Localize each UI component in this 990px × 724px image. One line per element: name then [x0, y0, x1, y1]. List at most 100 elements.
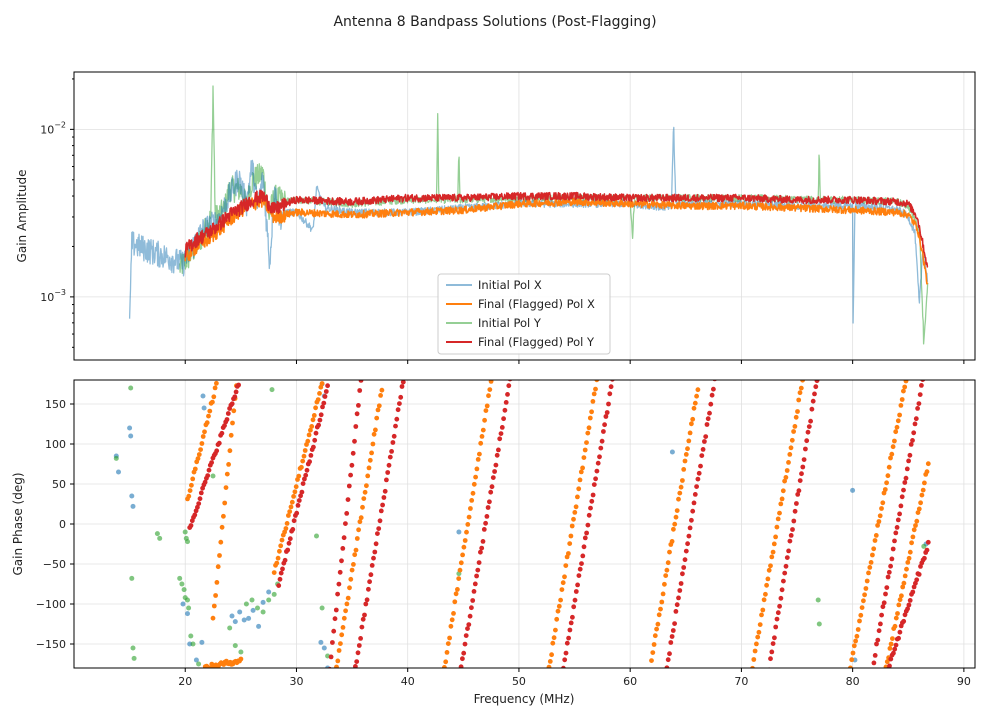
phase-point — [854, 633, 860, 639]
phase-point — [484, 403, 490, 409]
phase-point — [349, 567, 355, 573]
phase-point — [479, 545, 485, 551]
phase-point — [890, 546, 896, 552]
phase-point — [271, 570, 277, 575]
phase-point — [210, 473, 216, 479]
phase-point — [380, 502, 385, 508]
phase-point — [914, 518, 920, 524]
phase-point — [925, 539, 931, 545]
phase-point — [466, 514, 472, 520]
phase-point — [867, 565, 873, 570]
phase-point — [796, 488, 802, 494]
phase-point — [332, 616, 338, 622]
phase-point — [193, 657, 199, 663]
phase-point — [602, 422, 607, 428]
phase-point — [260, 609, 266, 615]
phase-point — [792, 424, 798, 429]
phase-point — [709, 392, 715, 398]
phase-point — [285, 547, 291, 553]
phase-point — [806, 424, 812, 429]
phase-point — [187, 488, 193, 493]
phase-point — [576, 486, 582, 492]
phase-point — [913, 523, 918, 528]
phase-point — [300, 481, 306, 486]
phase-point — [299, 489, 305, 495]
phase-point — [564, 640, 570, 646]
phase-point — [777, 510, 782, 516]
phase-point — [113, 455, 119, 461]
phase-point — [343, 608, 348, 614]
phase-point — [783, 475, 789, 480]
phase-point — [789, 437, 795, 443]
phase-point — [359, 624, 365, 630]
phase-point — [483, 520, 488, 526]
phase-point — [559, 587, 565, 592]
phase-point — [243, 601, 249, 607]
phase-point — [478, 440, 484, 446]
phase-point — [453, 591, 459, 597]
phase-point — [691, 405, 697, 411]
phase-point — [465, 626, 470, 631]
phase-point — [575, 494, 580, 500]
phase-point — [346, 483, 352, 489]
phase-point — [871, 660, 877, 666]
phase-point — [131, 655, 137, 661]
phase-point — [579, 561, 584, 566]
phase-point — [911, 584, 917, 590]
phase-x-ticks: 20 30 40 50 60 70 80 90 — [178, 668, 971, 688]
phase-point — [505, 392, 510, 397]
phase-point — [868, 560, 874, 565]
phase-point — [895, 418, 901, 424]
phase-point — [202, 429, 207, 435]
phase-point — [665, 560, 671, 566]
phase-point — [188, 633, 194, 639]
phase-point — [774, 524, 780, 530]
phase-point — [204, 420, 210, 426]
phase-point — [585, 522, 591, 528]
phase-point — [192, 512, 198, 518]
phase-point — [906, 555, 912, 561]
phase-point — [913, 416, 919, 422]
phase-point — [276, 583, 282, 588]
phase-point — [915, 406, 920, 411]
phase-point — [237, 609, 243, 615]
phase-point — [309, 424, 315, 429]
phase-point — [891, 650, 896, 656]
phase-point — [773, 534, 778, 540]
phase-point — [659, 599, 665, 605]
phase-point — [236, 382, 242, 388]
phase-point — [786, 460, 791, 465]
phase-point — [599, 438, 605, 444]
phase-point — [897, 511, 902, 517]
phase-point — [218, 539, 224, 545]
phase-point — [286, 513, 291, 518]
phase-point — [584, 440, 589, 445]
phase-point — [485, 505, 491, 510]
phase-point — [907, 598, 913, 603]
phase-point — [875, 523, 880, 528]
phase-point — [672, 521, 678, 527]
phase-point — [319, 381, 325, 386]
phase-point — [398, 394, 404, 400]
phase-point — [676, 595, 681, 601]
phase-point — [771, 541, 777, 547]
phase-point — [370, 441, 376, 447]
phase-point — [916, 572, 922, 577]
phase-point — [469, 498, 475, 503]
phase-point — [227, 448, 233, 454]
phase-point — [795, 492, 801, 497]
phase-point — [573, 504, 579, 510]
phase-point — [815, 597, 821, 603]
phase-point — [899, 593, 904, 599]
phase-point — [308, 427, 313, 433]
phase-point — [580, 553, 586, 559]
phase-point — [681, 565, 687, 570]
phase-x-tick-label: 20 — [178, 675, 192, 688]
phase-point — [882, 487, 888, 492]
phase-point — [660, 591, 666, 597]
phase-point — [484, 514, 490, 519]
phase-point — [603, 414, 609, 419]
amplitude-x-ticks — [184, 360, 965, 364]
phase-point — [195, 456, 201, 461]
phase-point — [685, 446, 690, 452]
